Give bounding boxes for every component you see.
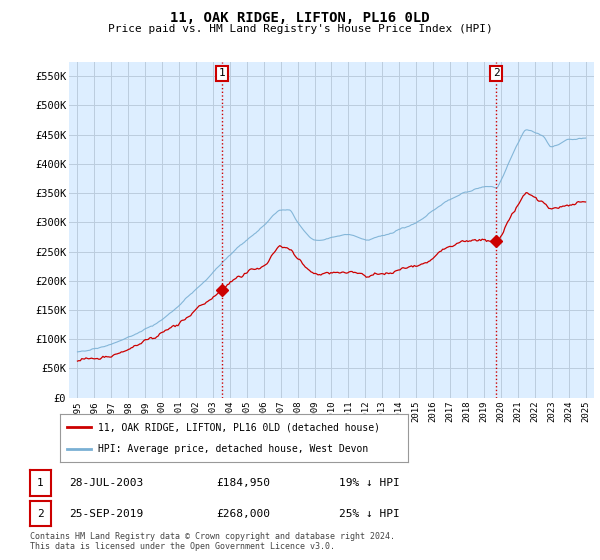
Text: 25-SEP-2019: 25-SEP-2019 <box>69 509 143 519</box>
Text: Price paid vs. HM Land Registry's House Price Index (HPI): Price paid vs. HM Land Registry's House … <box>107 24 493 34</box>
Text: 11, OAK RIDGE, LIFTON, PL16 0LD: 11, OAK RIDGE, LIFTON, PL16 0LD <box>170 11 430 25</box>
Text: 1: 1 <box>37 478 44 488</box>
Text: 11, OAK RIDGE, LIFTON, PL16 0LD (detached house): 11, OAK RIDGE, LIFTON, PL16 0LD (detache… <box>98 422 380 432</box>
Text: 2: 2 <box>493 68 500 78</box>
Text: 28-JUL-2003: 28-JUL-2003 <box>69 478 143 488</box>
Text: 1: 1 <box>219 68 226 78</box>
Text: Contains HM Land Registry data © Crown copyright and database right 2024.
This d: Contains HM Land Registry data © Crown c… <box>30 532 395 552</box>
Text: HPI: Average price, detached house, West Devon: HPI: Average price, detached house, West… <box>98 444 368 454</box>
Text: 25% ↓ HPI: 25% ↓ HPI <box>339 509 400 519</box>
Text: £268,000: £268,000 <box>216 509 270 519</box>
Text: £184,950: £184,950 <box>216 478 270 488</box>
Text: 19% ↓ HPI: 19% ↓ HPI <box>339 478 400 488</box>
Text: 2: 2 <box>37 509 44 519</box>
